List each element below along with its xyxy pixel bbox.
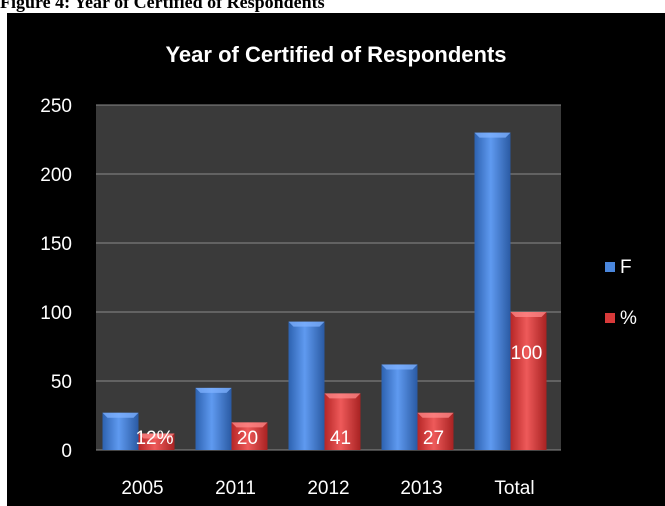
bar-percent	[417, 412, 454, 450]
legend-swatch-percent	[605, 313, 615, 323]
y-tick-label: 50	[51, 372, 72, 393]
data-label: 41	[330, 428, 351, 449]
figure-caption: Figure 4: Year of Certified of Responden…	[0, 0, 325, 12]
bar-top-highlight	[324, 393, 361, 399]
legend-label: %	[620, 308, 637, 329]
data-label: 20	[237, 428, 258, 449]
bar-top-highlight	[381, 364, 418, 370]
y-tick-label: 150	[40, 234, 72, 255]
y-tick-label: 100	[40, 303, 72, 324]
x-tick-label: Total	[494, 478, 534, 499]
y-tick-label: 250	[40, 96, 72, 117]
legend-label: F	[620, 257, 632, 278]
x-tick-label: 2005	[121, 478, 163, 499]
bar-percent	[324, 393, 361, 450]
data-label: 100	[511, 343, 543, 364]
y-tick-label: 200	[40, 165, 72, 186]
bar-F	[102, 412, 139, 450]
bar-F	[195, 387, 232, 450]
bar-top-highlight	[138, 433, 175, 439]
bar-top-highlight	[510, 312, 547, 317]
data-label: 27	[423, 428, 444, 449]
bar-top-highlight	[474, 132, 511, 138]
legend-swatch-F	[605, 262, 615, 272]
bar-top-highlight	[195, 387, 232, 393]
bar-top-highlight	[102, 412, 139, 418]
bar-F	[474, 132, 511, 450]
x-tick-label: 2013	[400, 478, 442, 499]
x-tick-label: 2011	[215, 478, 256, 499]
bar-F	[381, 364, 418, 450]
data-label: 12%	[135, 428, 173, 449]
bar-F	[288, 321, 325, 450]
x-tick-label: 2012	[307, 478, 349, 499]
bar-top-highlight	[417, 412, 454, 418]
bar-top-highlight	[288, 321, 325, 327]
bar-percent	[510, 312, 547, 450]
bar-top-highlight	[231, 422, 268, 428]
y-tick-label: 0	[61, 441, 72, 462]
chart-title: Year of Certified of Respondents	[165, 42, 506, 67]
